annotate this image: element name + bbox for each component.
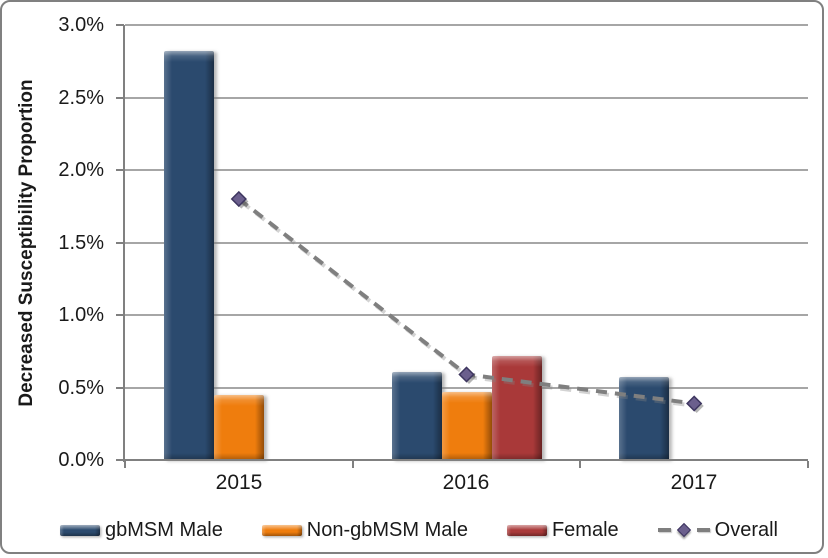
bar-gbmsm-male-2017 xyxy=(619,377,670,460)
y-axis-tick xyxy=(116,241,124,244)
legend-swatch-female xyxy=(506,524,547,536)
overall-marker-diamond-icon xyxy=(230,190,247,208)
y-axis-tick xyxy=(116,314,124,316)
legend: gbMSM Male Non-gbMSM Male Female Overall xyxy=(60,513,778,547)
overall-marker-diamond-icon xyxy=(686,395,703,412)
y-tick-label: 2.5% xyxy=(58,86,104,109)
gridline xyxy=(125,24,808,26)
legend-label-gbmsm-male: gbMSM Male xyxy=(105,518,223,541)
y-axis-tick xyxy=(116,459,124,461)
bar-gbmsm-male-2015 xyxy=(163,51,214,460)
legend-item-female: Female xyxy=(506,518,619,542)
y-tick-label: 0.5% xyxy=(58,376,104,399)
gridline xyxy=(125,169,808,171)
x-axis-tick xyxy=(352,461,354,468)
x-axis-tick xyxy=(124,461,126,468)
overall-line-overlay xyxy=(230,190,704,414)
y-axis-tick xyxy=(116,169,124,171)
y-tick-label: 3.0% xyxy=(58,14,104,36)
legend-item-overall: Overall xyxy=(657,518,778,542)
x-category-label-2017: 2017 xyxy=(670,471,718,494)
legend-label-non-gbmsm-male: Non-gbMSM Male xyxy=(306,518,468,541)
y-tick-label: 0.0% xyxy=(58,449,104,471)
x-axis-tick xyxy=(579,461,581,468)
legend-label-overall: Overall xyxy=(714,518,778,541)
bar-non-gbmsm-male-2016 xyxy=(441,391,492,460)
y-axis-tick xyxy=(116,24,124,26)
diamond-marker-icon xyxy=(676,522,691,538)
y-tick-label: 2.0% xyxy=(58,159,104,181)
legend-swatch-non-gbmsm-male xyxy=(261,524,302,536)
gridline xyxy=(125,314,808,316)
legend-label-female: Female xyxy=(551,518,619,541)
x-axis-tick xyxy=(807,461,809,468)
legend-item-gbmsm-male: gbMSM Male xyxy=(60,519,223,542)
overall-marker-diamond-icon xyxy=(458,366,475,383)
legend-item-non-gbmsm-male: Non-gbMSM Male xyxy=(261,518,468,542)
dash-icon xyxy=(696,528,710,532)
gridline xyxy=(125,96,808,99)
gridline xyxy=(125,386,808,389)
bar-gbmsm-male-2016 xyxy=(391,371,442,460)
dash-icon xyxy=(657,528,671,532)
x-category-label-2015: 2015 xyxy=(215,471,263,494)
bar-non-gbmsm-male-2015 xyxy=(213,394,264,460)
y-axis-line xyxy=(123,25,125,462)
gridline xyxy=(125,241,808,244)
bar-female-2016 xyxy=(491,355,542,460)
x-category-label-2016: 2016 xyxy=(442,471,490,494)
y-tick-label: 1.5% xyxy=(58,231,104,254)
y-tick-label: 1.0% xyxy=(58,304,104,326)
y-axis-tick xyxy=(116,96,124,99)
y-axis-tick xyxy=(116,386,124,389)
plot-area xyxy=(125,24,808,460)
x-axis-line xyxy=(123,459,808,461)
legend-swatch-gbmsm-male xyxy=(60,524,100,536)
